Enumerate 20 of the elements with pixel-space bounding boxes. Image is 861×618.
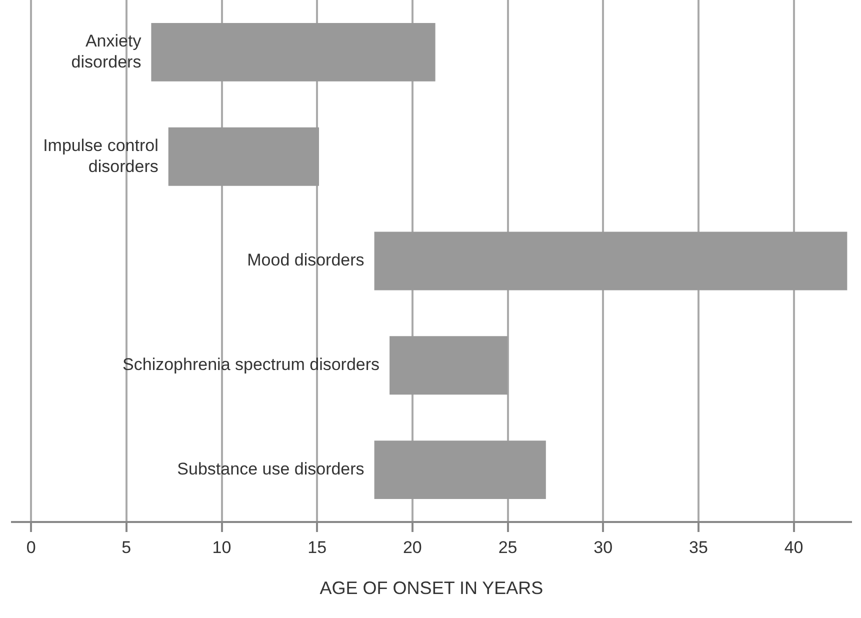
y-tick-label: Impulse control disorders — [43, 136, 158, 176]
x-tick-label: 30 — [594, 538, 613, 557]
x-tick-label: 0 — [26, 538, 36, 557]
x-tick-label: 35 — [688, 538, 708, 557]
y-tick-label: Mood disorders — [247, 250, 364, 270]
y-tick-label: Anxiety disorders — [71, 31, 142, 72]
x-tick-label: 5 — [122, 538, 132, 557]
x-axis-title: AGE OF ONSET IN YEARS — [320, 578, 544, 598]
x-tick-label: 10 — [212, 538, 232, 557]
bar — [374, 440, 546, 500]
bar — [390, 336, 508, 395]
bar — [168, 127, 319, 186]
bar — [374, 232, 848, 290]
x-tick-label: 25 — [498, 538, 518, 557]
x-tick-label: 40 — [784, 538, 804, 557]
y-tick-label: Schizophrenia spectrum disorders — [122, 355, 380, 374]
bar — [151, 22, 436, 82]
x-tick-label: 20 — [402, 538, 422, 557]
x-tick-label: 15 — [308, 538, 327, 557]
y-tick-label: Substance use disorders — [177, 459, 364, 478]
